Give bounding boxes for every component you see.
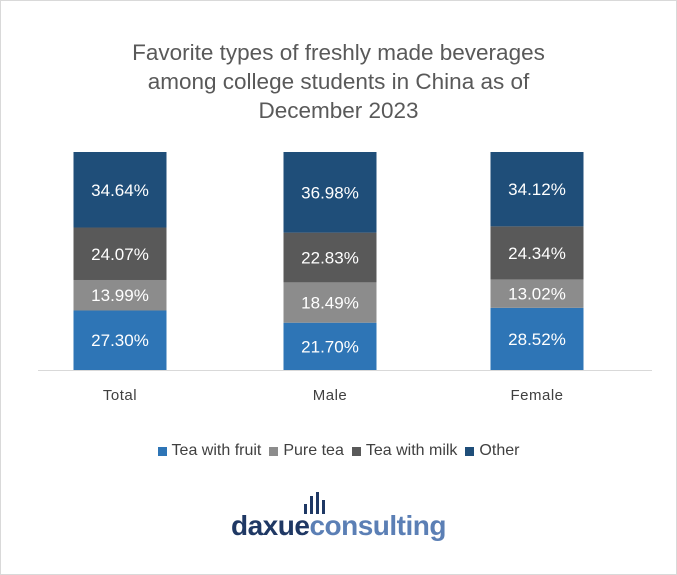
bar-female-tea-with-fruit <box>490 307 584 370</box>
chart-title-line-2: among college students in China as of <box>147 69 530 94</box>
legend-item-tea-with-milk: Tea with milk <box>351 442 458 460</box>
data-label-female-pure-tea: 13.02% <box>508 285 566 304</box>
stacked-bar-chart: 27.30% 13.99% 24.07% 34.64% Total 21.70% 18.49… <box>38 152 652 404</box>
chart-title-line-1: Favorite types of freshly made beverages <box>132 40 545 65</box>
chart-legend: Tea with fruit Pure tea Tea with milk Ot… <box>0 442 677 460</box>
data-label-male-tea-with-milk: 22.83% <box>301 249 359 268</box>
bar-male-tea-with-milk <box>283 232 377 283</box>
legend-item-other: Other <box>465 442 519 460</box>
logo-text-consulting: consulting <box>309 510 446 541</box>
bar-male-other <box>283 152 377 233</box>
bar-male-pure-tea <box>283 282 377 323</box>
legend-swatch-pure-tea <box>269 446 279 456</box>
logo-text-daxue: daxue <box>231 510 310 541</box>
data-label-female-tea-with-fruit: 28.52% <box>508 330 566 349</box>
legend-swatch-other <box>465 446 475 456</box>
bar-total-tea-with-milk <box>73 227 167 280</box>
data-label-total-other: 34.64% <box>91 181 149 200</box>
data-label-male-pure-tea: 18.49% <box>301 294 359 313</box>
category-label-male: Male <box>313 387 348 404</box>
bar-total-pure-tea <box>73 279 167 311</box>
data-label-male-other: 36.98% <box>301 183 359 202</box>
bar-female-pure-tea <box>490 279 584 308</box>
bar-male-tea-with-fruit <box>283 322 377 370</box>
data-label-male-tea-with-fruit: 21.70% <box>301 337 359 356</box>
chart-title-line-3: December 2023 <box>258 98 419 123</box>
logo-bars-icon <box>302 492 332 514</box>
daxue-consulting-logo: daxueconsulting <box>0 488 677 548</box>
data-label-total-tea-with-fruit: 27.30% <box>91 331 149 350</box>
category-label-female: Female <box>510 387 563 404</box>
legend-label-tea-with-fruit: Tea with fruit <box>171 442 262 459</box>
bar-female-other <box>490 152 584 227</box>
legend-swatch-tea-with-milk <box>351 446 361 456</box>
legend-label-pure-tea: Pure tea <box>283 442 344 459</box>
legend-item-pure-tea: Pure tea <box>269 442 344 460</box>
bar-total-other <box>73 152 167 228</box>
bar-female-tea-with-milk <box>490 226 584 280</box>
legend-swatch-tea-with-fruit <box>157 446 167 456</box>
legend-label-tea-with-milk: Tea with milk <box>365 442 458 459</box>
bar-total-tea-with-fruit <box>73 310 167 370</box>
logo-wordmark: daxueconsulting <box>0 510 677 542</box>
legend-item-tea-with-fruit: Tea with fruit <box>157 442 262 460</box>
data-label-total-pure-tea: 13.99% <box>91 286 149 305</box>
data-label-total-tea-with-milk: 24.07% <box>91 245 149 264</box>
chart-title: Favorite types of freshly made beverages… <box>0 38 677 125</box>
legend-label-other: Other <box>479 442 520 459</box>
data-label-female-tea-with-milk: 24.34% <box>508 244 566 263</box>
data-label-female-other: 34.12% <box>508 180 566 199</box>
category-label-total: Total <box>103 387 137 404</box>
